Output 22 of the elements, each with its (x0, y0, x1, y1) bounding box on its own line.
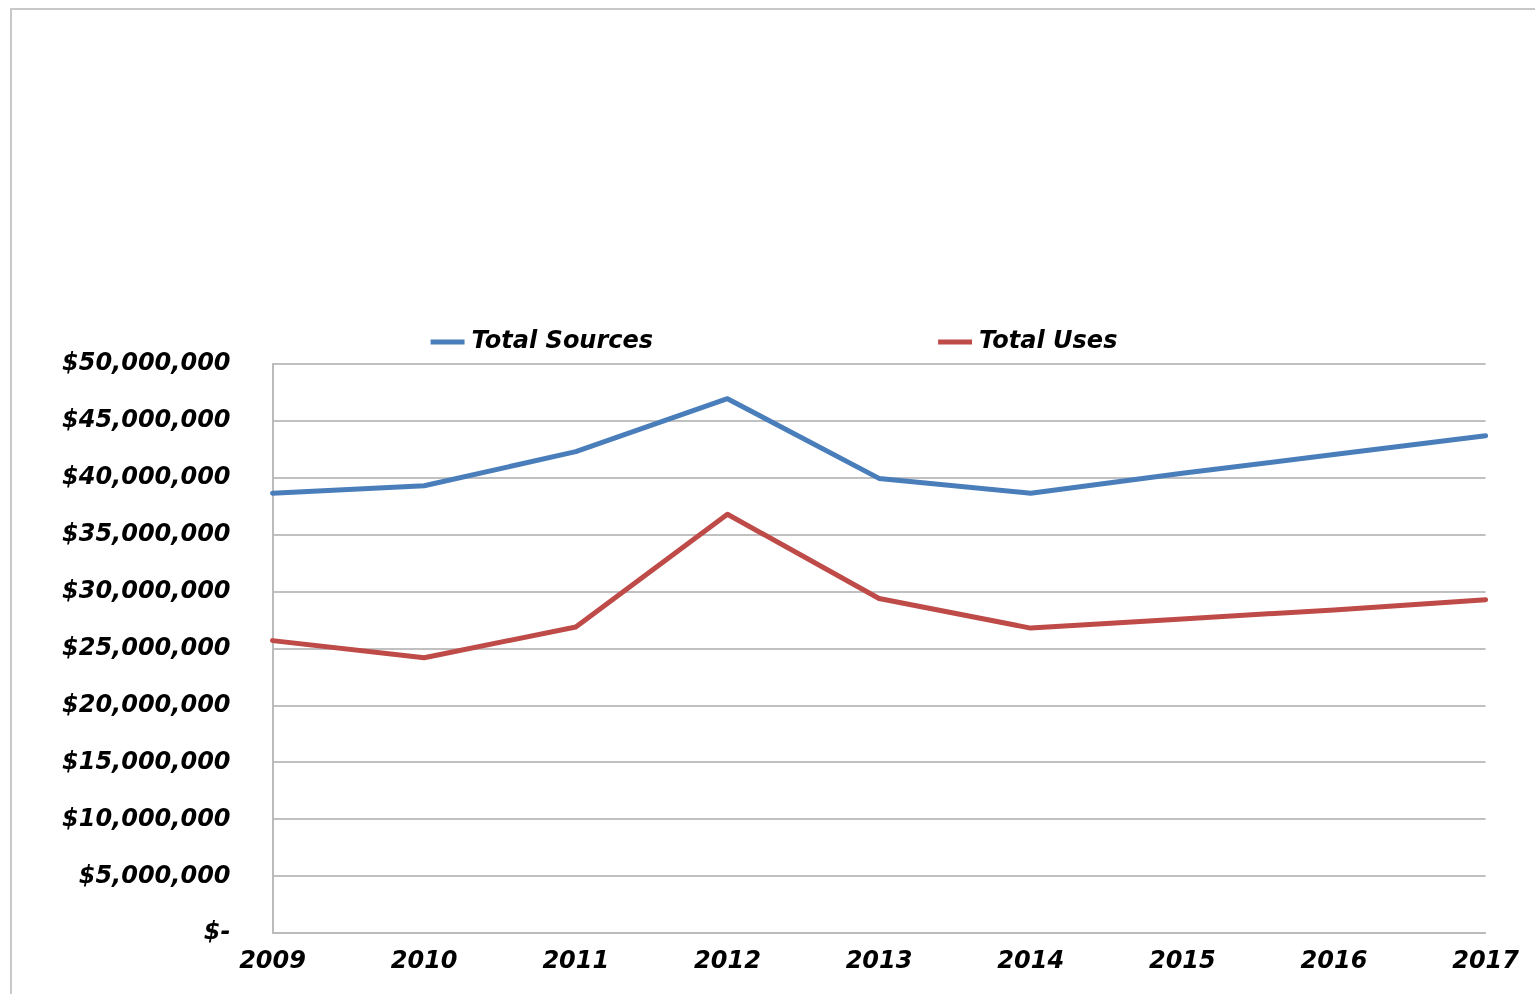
y-tick-label: $45,000,000 (62, 405, 231, 434)
x-tick-label: 2016 (1300, 945, 1368, 974)
x-tick-label: 2012 (694, 945, 761, 974)
y-tick-label: $- (203, 917, 231, 946)
legend-label: Total Uses (979, 326, 1118, 355)
x-tick-label: 2015 (1148, 945, 1216, 974)
x-tick-label: 2010 (390, 945, 458, 974)
legend-label: Total Sources (471, 326, 654, 355)
x-tick-label: 2009 (239, 945, 306, 974)
y-tick-label: $20,000,000 (62, 689, 231, 718)
x-tick-label: 2014 (997, 945, 1065, 974)
y-tick-label: $50,000,000 (62, 348, 231, 377)
y-tick-label: $30,000,000 (62, 575, 231, 604)
x-tick-label: 2017 (1452, 945, 1520, 974)
x-tick-label: 2011 (542, 945, 610, 974)
y-tick-label: $25,000,000 (62, 632, 231, 661)
x-tick-label: 2013 (845, 945, 913, 974)
y-tick-label: $10,000,000 (62, 803, 231, 832)
y-tick-label: $5,000,000 (78, 860, 231, 889)
y-tick-label: $15,000,000 (62, 746, 231, 775)
y-tick-label: $35,000,000 (62, 518, 231, 547)
y-tick-label: $40,000,000 (62, 462, 231, 491)
